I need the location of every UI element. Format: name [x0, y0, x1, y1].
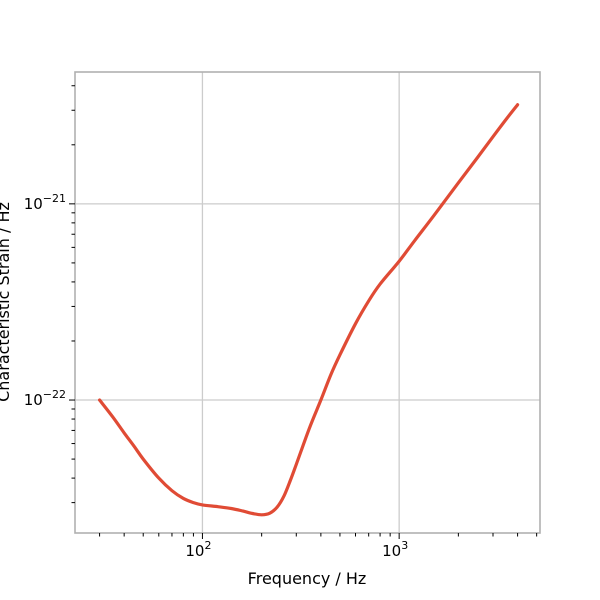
y-axis-label: Characteristic Strain / Hz	[0, 202, 13, 402]
x-axis-label: Frequency / Hz	[248, 569, 367, 588]
x-tick-label-0: 102	[185, 539, 211, 560]
tick-labels: 102 103 10−22 10−21	[24, 192, 409, 560]
y-tick-label-1: 10−21	[24, 192, 66, 213]
axis-ticks	[69, 85, 538, 539]
series-line-0	[97, 103, 520, 517]
plot-lines	[97, 103, 520, 517]
x-tick-label-1: 103	[382, 539, 408, 560]
y-tick-label-0: 10−22	[24, 388, 66, 409]
plot-frame	[74, 71, 541, 534]
grid	[75, 72, 540, 533]
